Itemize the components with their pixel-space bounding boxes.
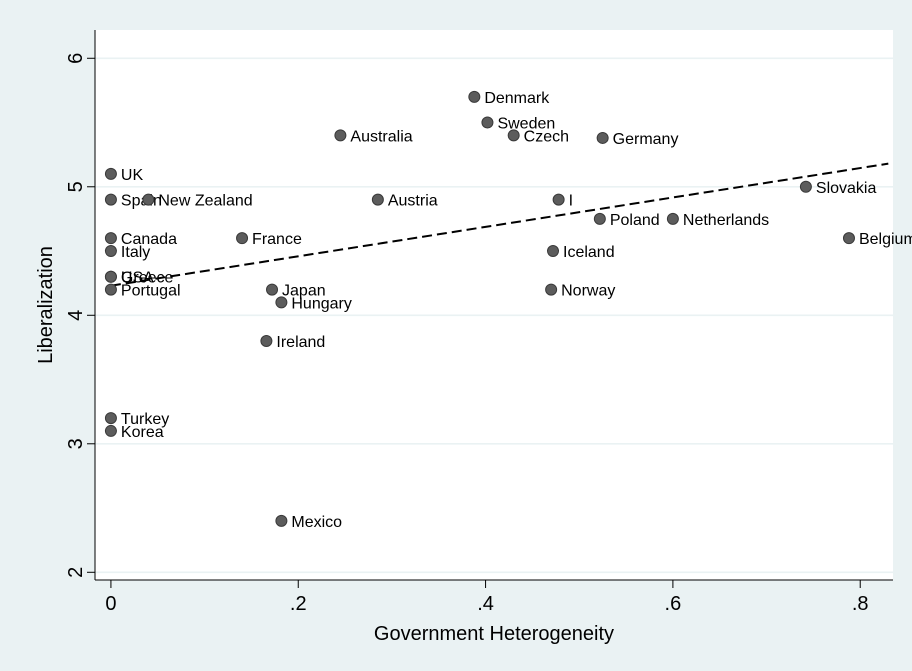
- data-point: [547, 245, 560, 258]
- point-label: Denmark: [484, 90, 550, 107]
- point-label: Sweden: [497, 116, 555, 133]
- data-point: [842, 232, 855, 245]
- data-point: [275, 296, 288, 309]
- data-point: [371, 193, 384, 206]
- x-tick-label: .8: [852, 593, 869, 615]
- x-axis-title: Government Heterogeneity: [374, 623, 614, 645]
- data-point: [104, 167, 117, 180]
- point-label: Spain: [121, 193, 162, 210]
- data-point: [260, 334, 273, 347]
- plot-area: [95, 30, 893, 580]
- point-label: USA: [121, 270, 154, 287]
- data-point: [481, 116, 494, 129]
- data-point: [334, 129, 347, 142]
- point-label: Canada: [121, 231, 177, 248]
- point-label: Mexico: [291, 514, 342, 531]
- point-label: Australia: [350, 128, 412, 145]
- data-point: [266, 283, 279, 296]
- y-tick-label: 4: [65, 310, 87, 321]
- y-tick-label: 5: [65, 181, 87, 192]
- point-label: Korea: [121, 424, 164, 441]
- data-point: [236, 232, 249, 245]
- data-point: [545, 283, 558, 296]
- point-label: Hungary: [291, 295, 351, 312]
- point-label: Belgium: [859, 231, 912, 248]
- x-ticks: 0 .2 .4 .6 .8: [105, 580, 869, 615]
- point-label: Austria: [388, 193, 438, 210]
- data-point: [593, 212, 606, 225]
- data-point: [104, 245, 117, 258]
- point-label: Greece: [121, 270, 174, 287]
- point-label: UK: [121, 167, 144, 184]
- grid-layer: [95, 57, 893, 574]
- data-point: [104, 424, 117, 437]
- point-label: Italy: [121, 244, 150, 261]
- data-point: [142, 193, 155, 206]
- data-point: [275, 514, 288, 527]
- data-point: [799, 180, 812, 193]
- point-label: Iceland: [563, 244, 615, 261]
- point-label: Czech: [524, 128, 569, 145]
- data-point: [666, 212, 679, 225]
- y-tick-label: 2: [65, 567, 87, 578]
- y-tick-label: 3: [65, 438, 87, 449]
- data-point: [104, 412, 117, 425]
- point-label: Japan: [282, 283, 326, 300]
- point-label: Ireland: [276, 334, 325, 351]
- point-label: I: [569, 193, 573, 210]
- point-label: Poland: [610, 212, 660, 229]
- point-label: Germany: [613, 131, 679, 148]
- y-ticks: 2 3 4 5 6: [65, 53, 95, 578]
- point-label: Portugal: [121, 283, 181, 300]
- data-point: [552, 193, 565, 206]
- point-label: France: [252, 231, 302, 248]
- data-point: [104, 283, 117, 296]
- data-point: [104, 193, 117, 206]
- point-label: Slovakia: [816, 180, 877, 197]
- data-point: [104, 270, 117, 283]
- point-label: New Zealand: [158, 193, 252, 210]
- x-tick-label: .4: [477, 593, 494, 615]
- fit-layer: [110, 162, 889, 287]
- x-tick-label: .6: [665, 593, 682, 615]
- data-point: [468, 90, 481, 103]
- y-tick-label: 6: [65, 53, 87, 64]
- point-label: Netherlands: [683, 212, 769, 229]
- data-point: [104, 232, 117, 245]
- fit-line: [110, 162, 889, 287]
- point-label: Turkey: [121, 411, 169, 428]
- x-tick-label: 0: [105, 593, 116, 615]
- y-axis-title: Liberalization: [35, 246, 57, 364]
- x-tick-label: .2: [290, 593, 307, 615]
- point-label: Norway: [561, 283, 615, 300]
- data-point: [507, 129, 520, 142]
- data-point: [596, 131, 609, 144]
